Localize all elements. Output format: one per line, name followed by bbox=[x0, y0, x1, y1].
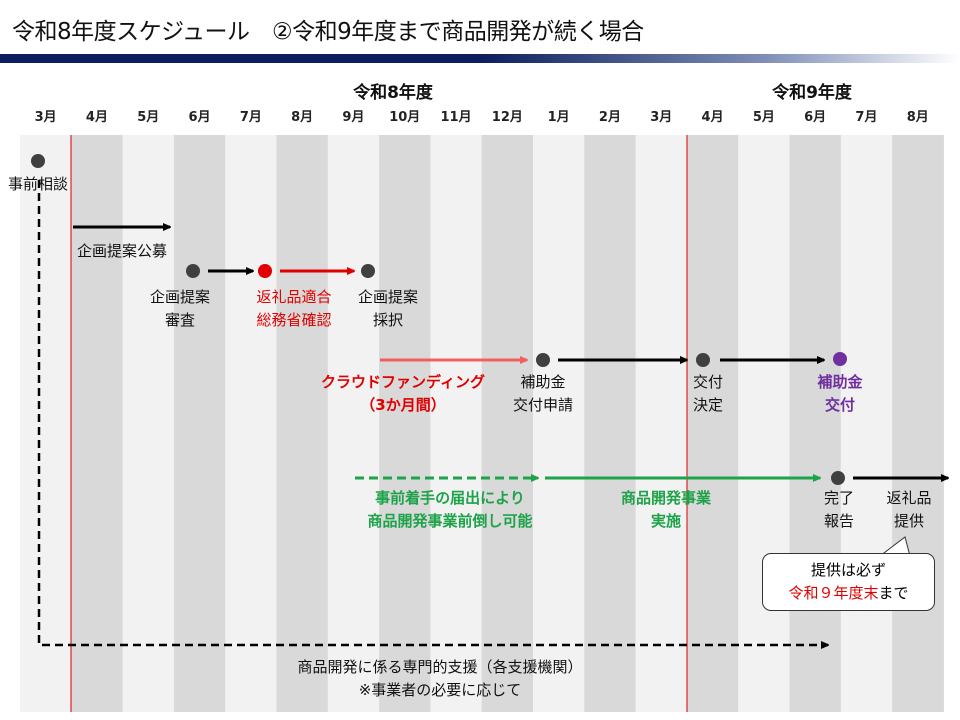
month-column bbox=[276, 135, 329, 712]
month-label: 9月 bbox=[342, 110, 365, 125]
label-review: 企画提案 審査 bbox=[150, 286, 210, 332]
dot-ministry bbox=[258, 264, 272, 278]
label-line: 決定 bbox=[692, 396, 724, 414]
year-label-r8: 令和8年度 bbox=[353, 83, 433, 103]
header-bar bbox=[0, 54, 960, 63]
month-label: 8月 bbox=[291, 110, 314, 125]
month-column bbox=[122, 135, 175, 712]
label-consult: 事前相談 bbox=[7, 175, 69, 193]
label-line: 交付 bbox=[692, 373, 724, 391]
month-column bbox=[173, 135, 226, 712]
callout-deadline: 提供は必ず 令和９年度末まで bbox=[762, 553, 935, 611]
month-label: 4月 bbox=[85, 110, 108, 125]
month-column bbox=[635, 135, 688, 712]
dot-decision bbox=[696, 353, 710, 367]
month-label: 10月 bbox=[389, 110, 421, 125]
month-label: 12月 bbox=[491, 110, 523, 125]
dot-report bbox=[831, 471, 845, 485]
callout-deadline-rest: まで bbox=[878, 584, 909, 602]
month-column bbox=[20, 135, 72, 712]
label-line: 交付 bbox=[824, 396, 856, 414]
month-column bbox=[225, 135, 277, 712]
dot-grant bbox=[833, 352, 847, 366]
month-label: 5月 bbox=[137, 110, 160, 125]
label-line: （3か月間） bbox=[360, 396, 446, 414]
month-column bbox=[686, 135, 739, 712]
dot-adopt bbox=[361, 264, 375, 278]
label-line: 総務省確認 bbox=[256, 311, 332, 329]
month-column bbox=[789, 135, 842, 712]
month-column bbox=[738, 135, 790, 712]
month-column bbox=[892, 135, 944, 712]
label-grant: 補助金 交付 bbox=[817, 371, 862, 417]
label-line: 商品開発事業 bbox=[620, 489, 712, 507]
label-apply: 補助金 交付申請 bbox=[513, 371, 573, 417]
label-crowdfunding: クラウドファンディング （3か月間） bbox=[321, 371, 485, 417]
year-label-r9: 令和9年度 bbox=[772, 83, 852, 103]
label-call: 企画提案公募 bbox=[76, 242, 168, 260]
label-line: 返礼品適合 bbox=[256, 288, 332, 306]
month-label: 3月 bbox=[34, 110, 57, 125]
month-label: 1月 bbox=[547, 110, 570, 125]
label-line: クラウドファンディング bbox=[321, 373, 485, 391]
label-support: 商品開発に係る専門的支援（各支援機関） ※事業者の必要に応じて bbox=[297, 656, 582, 702]
month-label: 6月 bbox=[804, 110, 827, 125]
callout-line2: 令和９年度末まで bbox=[763, 582, 934, 605]
dot-review bbox=[186, 264, 200, 278]
label-line: 事前着手の届出により bbox=[375, 489, 525, 507]
month-column bbox=[533, 135, 585, 712]
month-column bbox=[379, 135, 431, 712]
label-ministry: 返礼品適合総務省確認 bbox=[256, 286, 331, 332]
label-line: 企画提案 bbox=[149, 288, 211, 306]
label-line: 補助金 bbox=[817, 373, 863, 391]
month-label: 8月 bbox=[906, 110, 929, 125]
callout-deadline-red: 令和９年度末 bbox=[788, 584, 879, 602]
label-development: 商品開発事業 実施 bbox=[621, 487, 711, 533]
label-line: ※事業者の必要に応じて bbox=[358, 681, 522, 699]
dot-consult bbox=[31, 154, 45, 168]
label-line: 提供 bbox=[893, 512, 925, 530]
label-line: 実施 bbox=[650, 512, 682, 530]
month-label: 11月 bbox=[440, 110, 472, 125]
month-column bbox=[481, 135, 534, 712]
month-column bbox=[430, 135, 483, 712]
month-column bbox=[584, 135, 637, 712]
month-column bbox=[327, 135, 380, 712]
label-line: 採択 bbox=[372, 311, 404, 329]
month-column bbox=[71, 135, 124, 712]
dot-apply bbox=[536, 353, 550, 367]
label-line: 企画提案 bbox=[357, 288, 419, 306]
label-adopt: 企画提案 採択 bbox=[358, 286, 418, 332]
month-column bbox=[840, 135, 893, 712]
label-early-start: 事前着手の届出により 商品開発事業前倒し可能 bbox=[367, 487, 532, 533]
label-line: 商品開発に係る専門的支援（各支援機関） bbox=[297, 658, 583, 676]
label-line: 交付申請 bbox=[512, 396, 574, 414]
month-label: 7月 bbox=[239, 110, 262, 125]
month-label: 3月 bbox=[650, 110, 673, 125]
month-label: 7月 bbox=[855, 110, 878, 125]
page-title: 令和8年度スケジュール ②令和9年度まで商品開発が続く場合 bbox=[12, 19, 644, 45]
support-dashed-line bbox=[37, 180, 828, 645]
label-line: 完了 bbox=[823, 489, 855, 507]
month-label: 6月 bbox=[188, 110, 211, 125]
label-line: 補助金 bbox=[520, 373, 566, 391]
month-label: 4月 bbox=[701, 110, 724, 125]
label-provide: 返礼品 提供 bbox=[886, 487, 931, 533]
month-label: 2月 bbox=[598, 110, 621, 125]
callout-tail bbox=[879, 536, 911, 557]
callout-line1: 提供は必ず bbox=[810, 561, 886, 579]
month-label: 5月 bbox=[752, 110, 775, 125]
label-line: 審査 bbox=[164, 311, 196, 329]
label-line: 報告 bbox=[823, 512, 855, 530]
label-line: 商品開発事業前倒し可能 bbox=[367, 512, 533, 530]
label-line: 返礼品 bbox=[886, 489, 932, 507]
label-report: 完了 報告 bbox=[824, 487, 854, 533]
label-decision: 交付 決定 bbox=[693, 371, 723, 417]
